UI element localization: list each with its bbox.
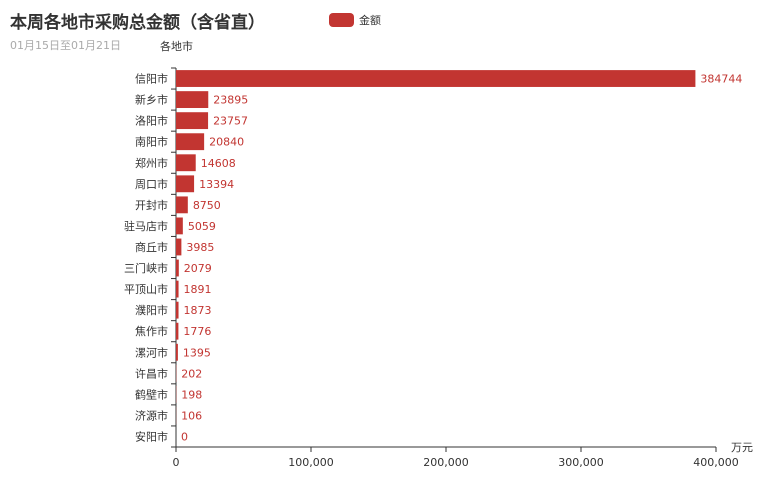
data-label: 13394: [199, 178, 234, 191]
y-axis-title: 各地市: [160, 39, 193, 53]
bar: [176, 238, 182, 256]
y-tick-label: 周口市: [135, 177, 168, 191]
bar: [176, 217, 183, 235]
data-label: 5059: [188, 220, 216, 233]
x-axis-title: 万元: [731, 441, 753, 454]
y-tick-label: 新乡市: [135, 93, 168, 107]
bar: [176, 91, 209, 109]
data-label: 1873: [184, 304, 212, 317]
x-tick-label: 0: [173, 456, 180, 469]
y-tick-label: 鹤壁市: [135, 387, 168, 401]
x-tick-label: 300,000: [558, 456, 604, 469]
y-tick-label: 安阳市: [135, 429, 168, 443]
data-label: 198: [181, 388, 202, 401]
chart-title: 本周各地市采购总金额（含省直）: [10, 13, 265, 33]
y-tick-label: 三门峡市: [124, 261, 168, 275]
data-label: 20840: [209, 136, 244, 149]
data-label: 1395: [183, 346, 211, 359]
data-label: 23757: [213, 115, 248, 128]
y-tick-label: 郑州市: [135, 156, 168, 170]
legend-label: 金额: [359, 14, 381, 27]
bar: [176, 259, 179, 277]
bar: [176, 196, 188, 214]
y-tick-label: 开封市: [135, 198, 168, 212]
bar: [176, 301, 179, 319]
bar: [176, 133, 205, 151]
data-label: 0: [181, 430, 188, 443]
data-label: 14608: [201, 157, 236, 170]
y-tick-label: 许昌市: [135, 366, 168, 380]
legend-item[interactable]: 金额: [329, 12, 381, 28]
data-label: 106: [181, 409, 202, 422]
y-tick-label: 商丘市: [135, 240, 168, 254]
y-tick-label: 漯河市: [135, 345, 168, 359]
bar: [176, 154, 196, 172]
bar: [176, 175, 195, 193]
y-tick-label: 平顶山市: [124, 282, 168, 296]
chart-subtitle: 01月15日至01月21日: [10, 39, 121, 52]
y-tick-label: 洛阳市: [135, 114, 168, 128]
data-label: 3985: [186, 241, 214, 254]
data-label: 202: [181, 367, 202, 380]
bar: [176, 322, 179, 340]
y-tick-label: 焦作市: [135, 324, 168, 338]
y-tick-label: 驻马店市: [124, 219, 168, 233]
y-tick-label: 濮阳市: [135, 303, 168, 317]
x-tick-label: 200,000: [423, 456, 469, 469]
data-label: 2079: [184, 262, 212, 275]
data-label: 23895: [213, 94, 248, 107]
y-tick-label: 济源市: [135, 408, 168, 422]
data-label: 1891: [184, 283, 212, 296]
y-tick-label: 南阳市: [135, 135, 168, 149]
x-tick-label: 400,000: [693, 456, 739, 469]
y-tick-label: 信阳市: [135, 72, 168, 86]
legend-swatch: [329, 13, 354, 27]
x-tick-label: 100,000: [288, 456, 334, 469]
bar: [176, 280, 179, 298]
bar: [176, 112, 209, 130]
bar: [176, 343, 178, 361]
data-label: 8750: [193, 199, 221, 212]
bar: [176, 70, 696, 87]
data-label: 1776: [183, 325, 211, 338]
data-label: 384744: [700, 73, 742, 86]
